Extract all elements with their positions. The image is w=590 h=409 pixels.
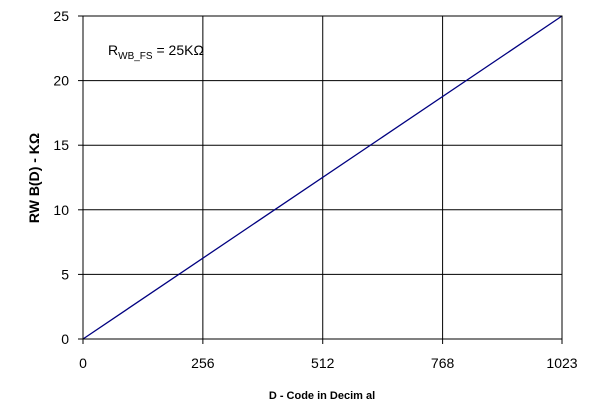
y-tick-label: 20 <box>53 73 69 89</box>
y-tick-label: 5 <box>61 266 69 282</box>
x-axis-title: D - Code in Decim al <box>269 390 375 402</box>
annotation-subscript: WB_FS <box>118 51 153 62</box>
x-tick-label: 512 <box>311 355 335 371</box>
annotation-main: R <box>108 42 118 58</box>
x-tick-label: 768 <box>431 355 455 371</box>
x-tick-label: 1023 <box>546 355 577 371</box>
y-tick-label: 25 <box>53 8 69 24</box>
series <box>82 15 563 340</box>
y-tick-label: 10 <box>53 202 69 218</box>
y-tick-label: 0 <box>61 331 69 347</box>
series-line <box>82 15 563 340</box>
y-tick-label: 15 <box>53 137 69 153</box>
y-tick-labels: 0 5 10 15 20 25 <box>53 8 83 347</box>
x-tick-labels: 0 256 512 768 1023 <box>79 339 578 371</box>
x-tick-label: 256 <box>191 355 215 371</box>
y-axis-title: RW B(D) - KΩ <box>26 133 42 223</box>
annotation-rest: = 25KΩ <box>153 42 204 58</box>
annotation: RWB_FS = 25KΩ <box>108 42 204 62</box>
x-tick-label: 0 <box>79 355 87 371</box>
